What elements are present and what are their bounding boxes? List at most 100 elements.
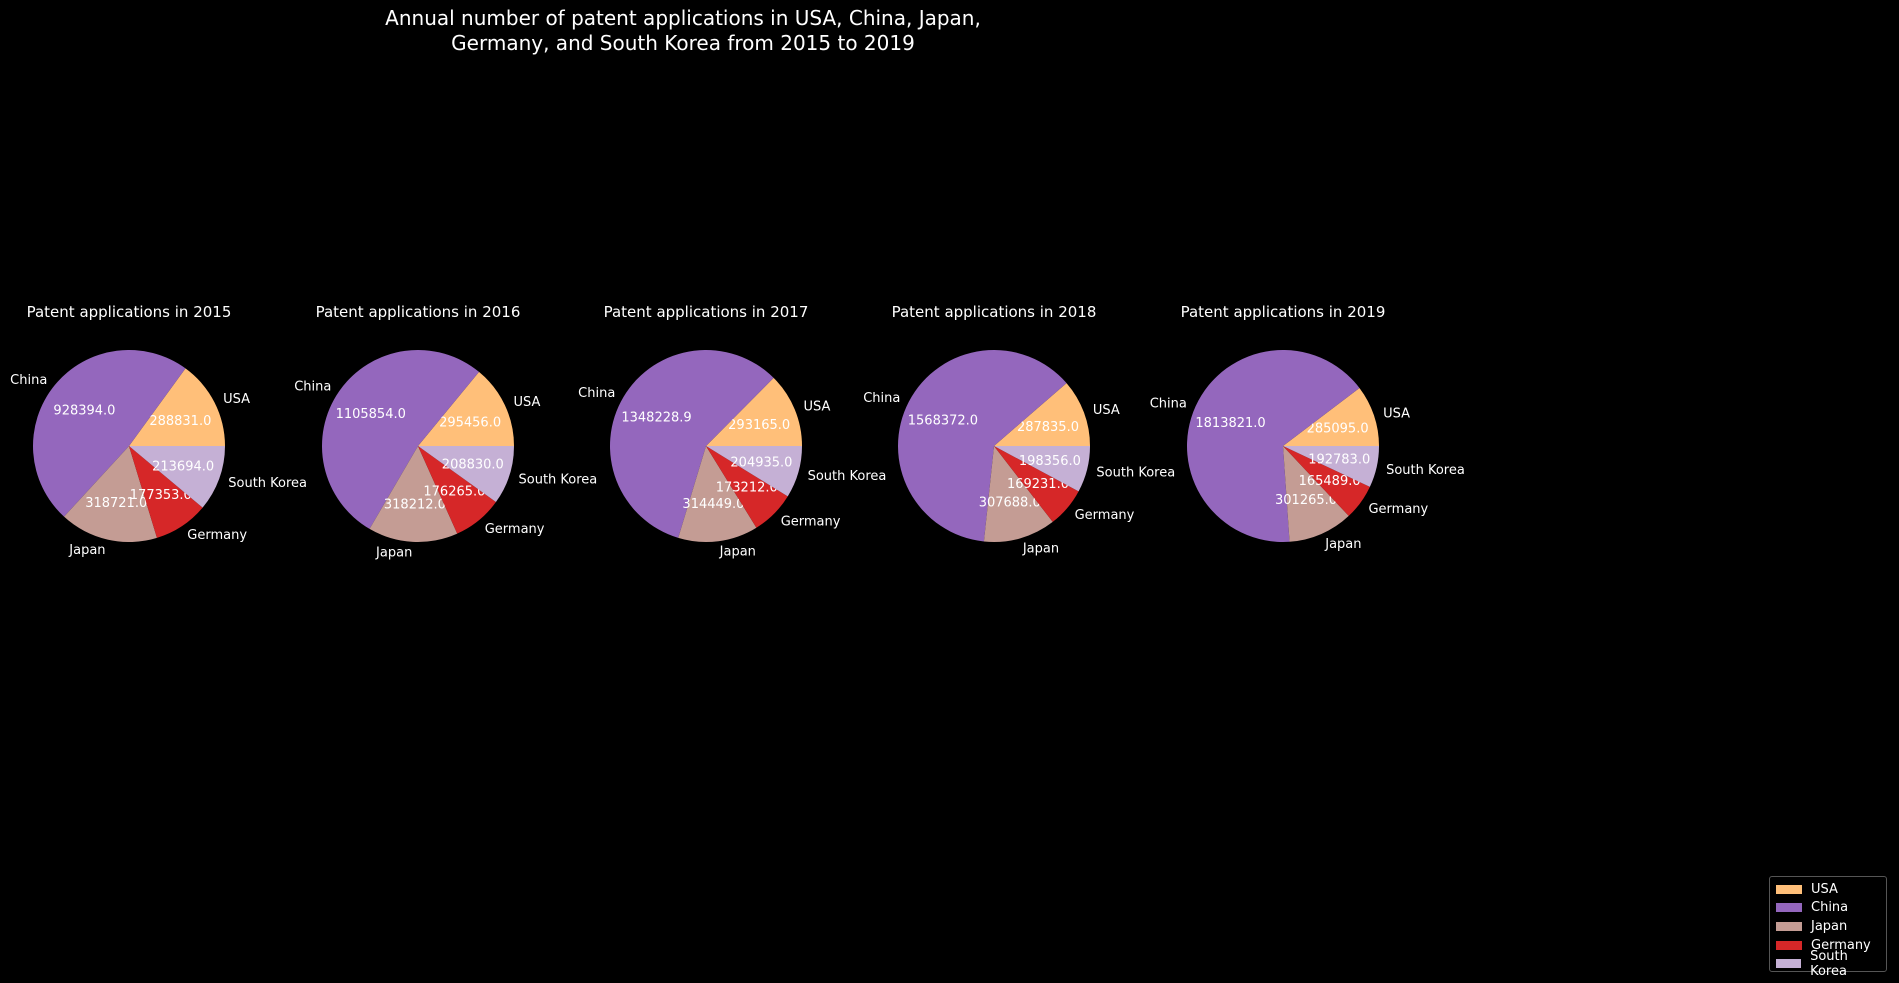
pie-category-label: China — [578, 386, 615, 401]
pie-slice-south-korea — [1283, 446, 1379, 487]
pie-category-label: USA — [1383, 406, 1410, 421]
pie-category-label: Germany — [1075, 508, 1135, 523]
pie-category-label: China — [294, 380, 331, 395]
pie-value-label: 293165.0 — [728, 418, 790, 433]
pie-slice-china — [610, 350, 774, 538]
pie-slice-japan — [983, 446, 1053, 542]
pie-slice-japan — [64, 446, 157, 542]
pie-category-label: Japan — [1324, 537, 1361, 552]
pie-slice-japan — [678, 446, 757, 542]
pie-value-label: 1813821.0 — [1195, 416, 1265, 431]
pie-value-label: 165489.0 — [1299, 474, 1361, 489]
pie-category-label: Japan — [1022, 542, 1059, 557]
legend-label: Japan — [1811, 918, 1848, 934]
legend-swatch — [1776, 884, 1802, 894]
pie-value-label: 287835.0 — [1017, 420, 1079, 435]
pie-value-label: 295456.0 — [439, 415, 501, 430]
legend-label: China — [1811, 900, 1849, 916]
figure-title: Annual number of patent applications in … — [385, 6, 981, 55]
pie-category-label: Japan — [68, 543, 105, 558]
pie-category-label: China — [1150, 396, 1187, 411]
legend-label: Germany — [1811, 937, 1871, 953]
pie-title: Patent applications in 2015 — [27, 303, 232, 321]
pie-category-label: USA — [1093, 403, 1120, 418]
pie-category-label: Germany — [485, 522, 545, 537]
pie-category-label: Germany — [781, 515, 841, 530]
pie-value-label: 318212.0 — [384, 498, 446, 513]
pie-value-label: 288831.0 — [149, 414, 211, 429]
pie-value-label: 173212.0 — [716, 481, 778, 496]
pie-category-label: South Korea — [808, 469, 887, 484]
legend: USA China Japan Germany South Korea — [1769, 876, 1887, 979]
pie-slice-china — [322, 350, 480, 529]
pie-chart-2: Patent applications in 2016 295456.0 USA 11… — [294, 303, 597, 560]
pie-slice-japan — [369, 446, 458, 542]
pie-slice-germany — [129, 446, 203, 538]
legend-swatch — [1776, 959, 1802, 969]
legend-item-usa: USA — [1776, 880, 1886, 899]
pie-slice-usa — [706, 377, 802, 446]
pie-value-label: 301265.0 — [1275, 493, 1337, 508]
pie-slice-germany — [1283, 446, 1370, 516]
pie-category-label: South Korea — [519, 472, 598, 487]
pie-value-label: 1348228.9 — [621, 411, 691, 426]
legend-item-germany: Germany — [1776, 936, 1886, 955]
pie-value-label: 198356.0 — [1019, 454, 1081, 469]
pie-category-label: USA — [513, 395, 540, 410]
pie-value-label: 314449.0 — [682, 497, 744, 512]
pie-category-label: South Korea — [228, 476, 307, 491]
pie-category-label: Germany — [1368, 502, 1428, 517]
pie-slice-south-korea — [994, 446, 1090, 492]
pie-category-label: China — [10, 373, 47, 388]
pie-chart-3: Patent applications in 2017 293165.0 USA 13… — [578, 303, 886, 560]
pie-slice-usa — [418, 371, 514, 446]
pie-category-label: USA — [803, 399, 830, 414]
pie-title: Patent applications in 2016 — [316, 303, 521, 321]
legend-item-china: China — [1776, 899, 1886, 918]
pie-value-label: 176265.0 — [423, 485, 485, 500]
pie-slice-germany — [706, 446, 788, 528]
pie-value-label: 307688.0 — [979, 495, 1041, 510]
pie-title: Patent applications in 2018 — [892, 303, 1097, 321]
pie-value-label: 318721.0 — [85, 496, 147, 511]
pie-value-label: 177353.0 — [130, 488, 192, 503]
pie-slice-china — [32, 349, 186, 517]
pie-value-label: 192783.0 — [1308, 453, 1370, 468]
pie-category-label: Germany — [187, 528, 247, 543]
pie-chart-1: Patent applications in 2015 288831.0 USA 92… — [10, 303, 307, 558]
pie-value-label: 213694.0 — [152, 460, 214, 475]
legend-swatch — [1776, 921, 1802, 931]
legend-swatch — [1776, 940, 1802, 950]
pie-slice-usa — [129, 368, 225, 446]
pie-slice-china — [1187, 349, 1360, 543]
pie-title: Patent applications in 2017 — [604, 303, 809, 321]
pie-category-label: China — [863, 391, 900, 406]
pie-value-label: 285095.0 — [1307, 422, 1369, 437]
legend-swatch — [1776, 903, 1802, 913]
pie-value-label: 169231.0 — [1007, 477, 1069, 492]
pie-title: Patent applications in 2019 — [1181, 303, 1386, 321]
pie-slice-japan — [1283, 446, 1349, 542]
legend-item-japan: Japan — [1776, 917, 1886, 936]
pie-category-label: Japan — [719, 545, 756, 560]
legend-item-south-korea: South Korea — [1776, 949, 1886, 979]
pie-slice-germany — [994, 446, 1079, 522]
pie-chart-5: Patent applications in 2019 285095.0 USA 18… — [1150, 303, 1465, 552]
pie-slice-usa — [994, 383, 1090, 446]
pie-slice-usa — [1283, 387, 1379, 446]
pie-slice-south-korea — [706, 446, 802, 497]
pie-value-label: 1105854.0 — [336, 407, 406, 422]
pie-slice-south-korea — [129, 446, 225, 508]
legend-label: USA — [1811, 881, 1838, 897]
pie-value-label: 928394.0 — [53, 404, 115, 419]
pie-slice-south-korea — [418, 446, 514, 503]
pie-value-label: 204935.0 — [730, 456, 792, 471]
pie-category-label: Japan — [375, 545, 412, 560]
pie-value-label: 208830.0 — [442, 458, 504, 473]
pie-category-label: South Korea — [1386, 463, 1465, 478]
pie-chart-4: Patent applications in 2018 287835.0 USA 15… — [863, 303, 1175, 557]
pie-slice-china — [898, 349, 1067, 542]
pie-category-label: South Korea — [1096, 466, 1175, 481]
pie-slice-germany — [418, 446, 496, 534]
